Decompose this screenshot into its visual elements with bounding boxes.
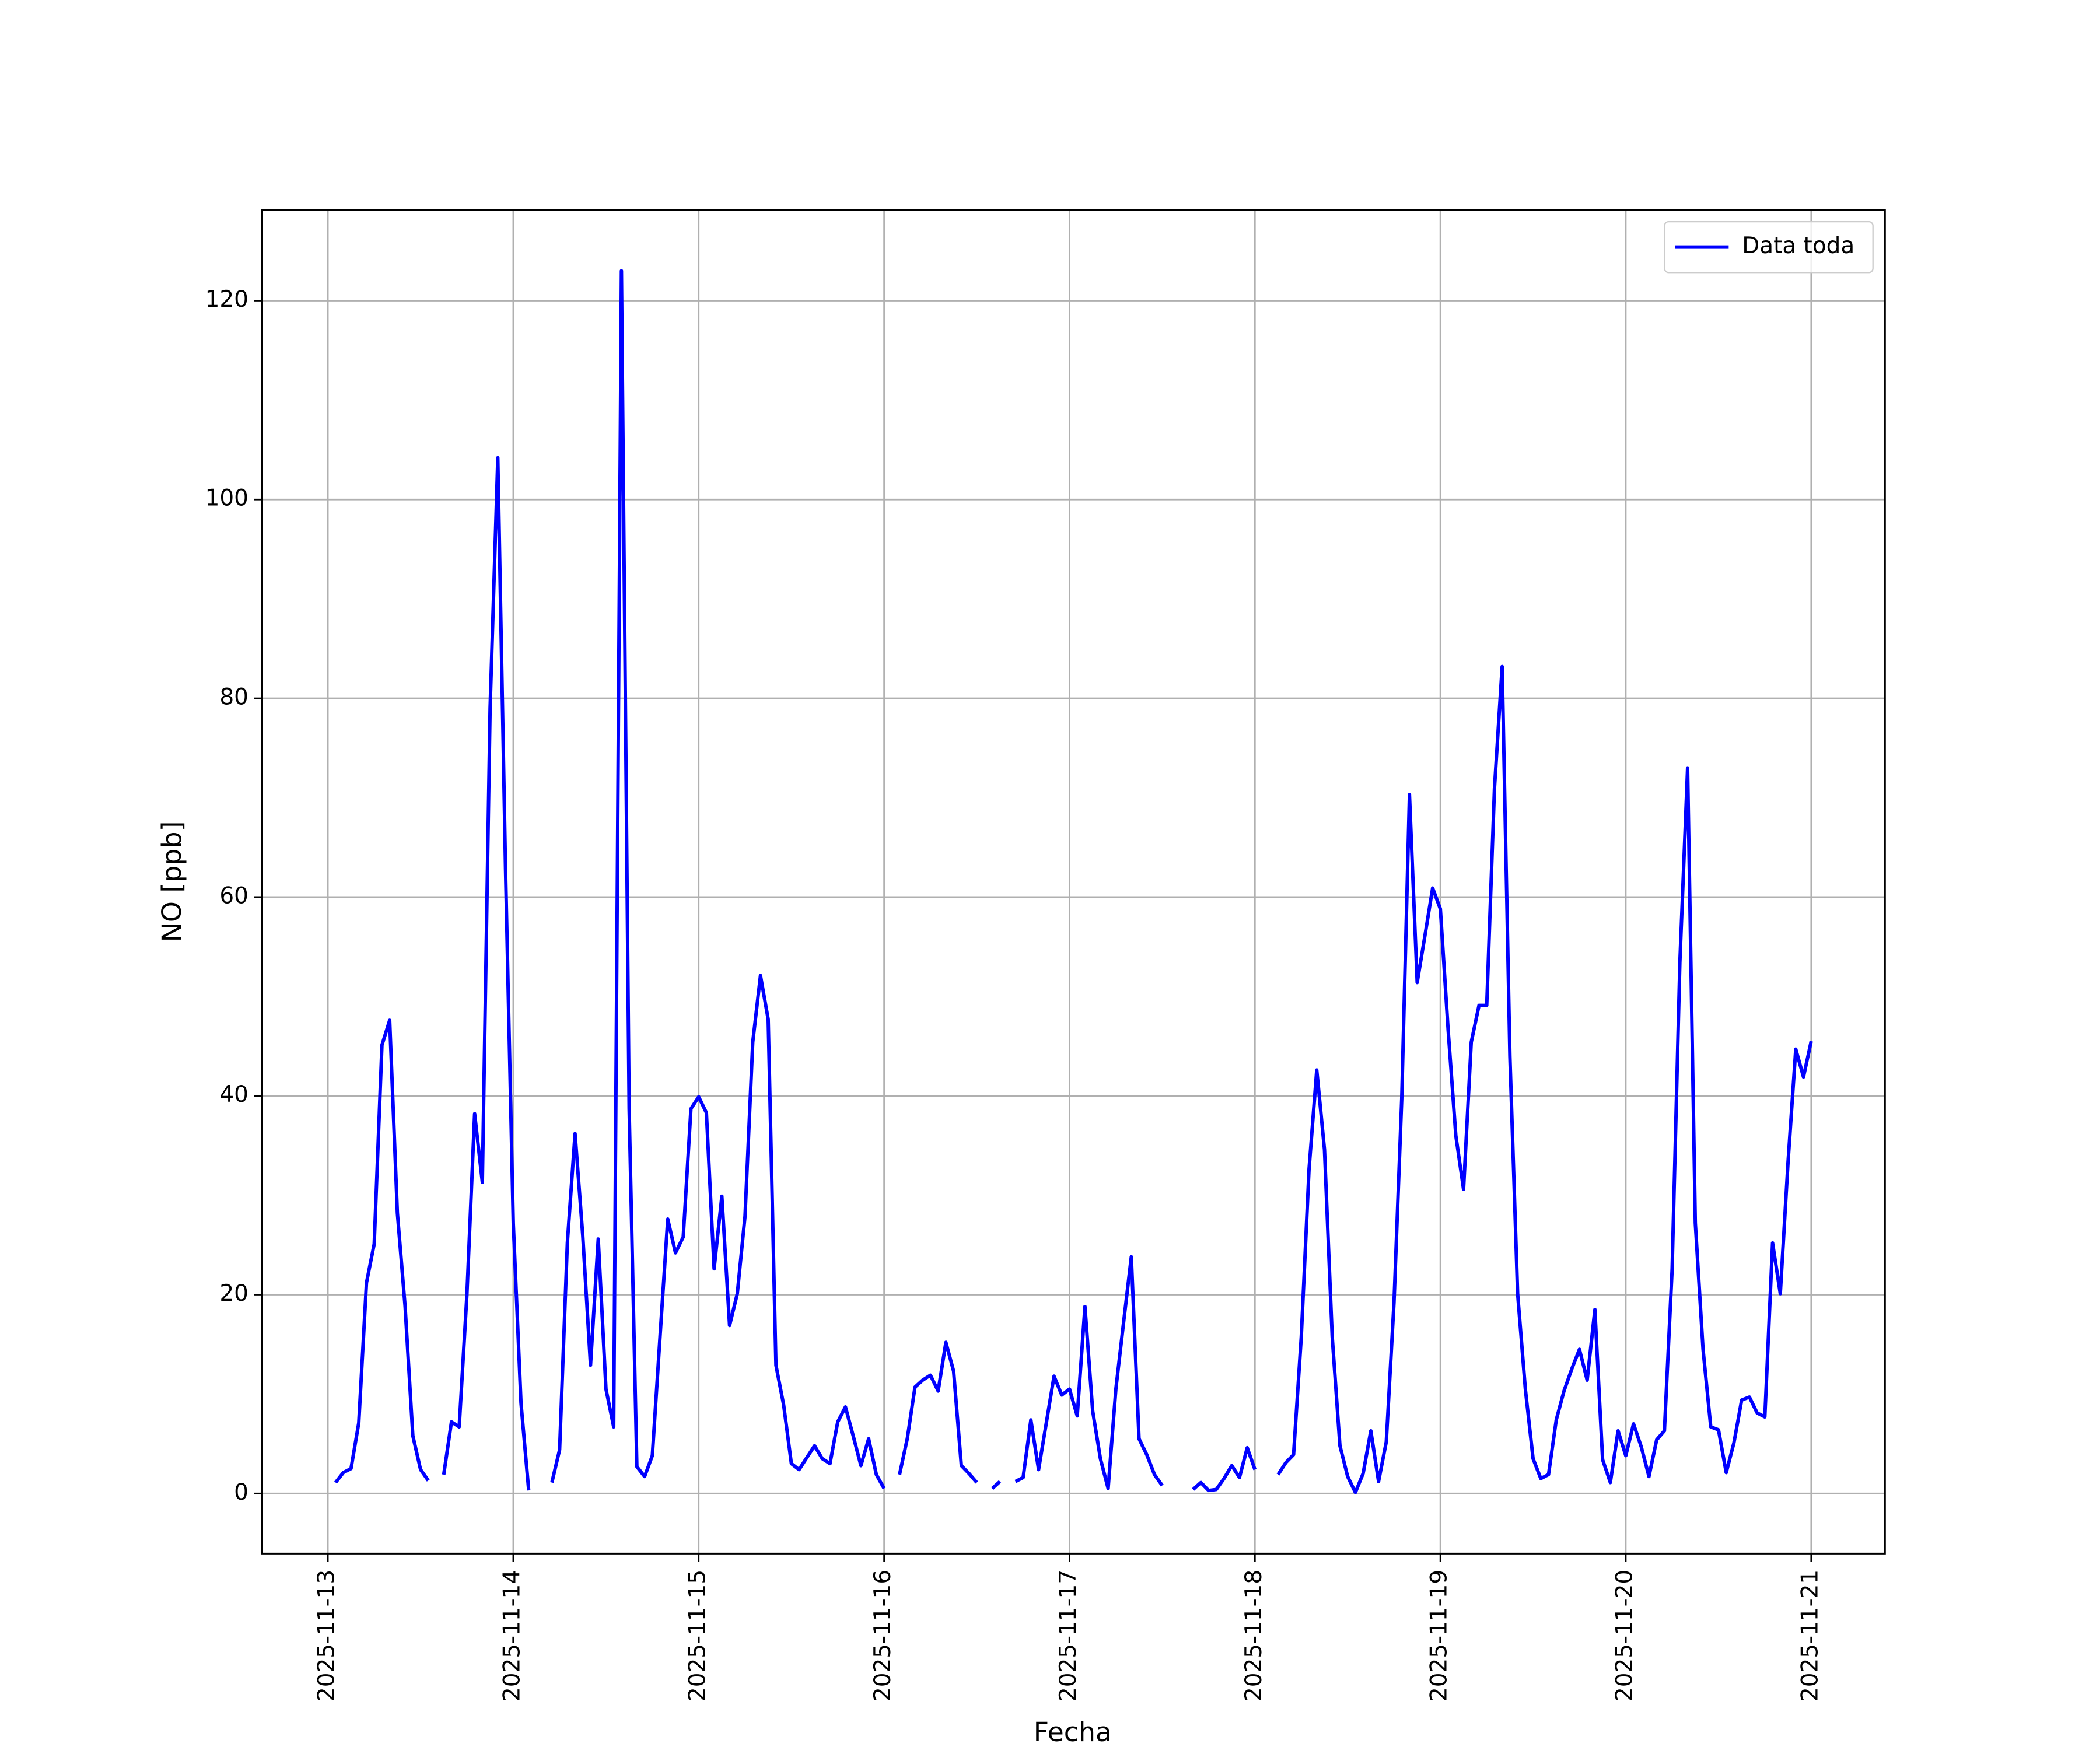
x-tick-label: 2025-11-19 xyxy=(1426,1570,1452,1702)
x-tick-label: 2025-11-21 xyxy=(1797,1570,1823,1702)
y-tick-label: 80 xyxy=(219,684,249,710)
y-axis-label: NO [ppb] xyxy=(156,821,187,943)
x-tick-label: 2025-11-13 xyxy=(314,1570,340,1702)
x-tick-label: 2025-11-15 xyxy=(684,1570,710,1702)
plot-frame xyxy=(261,209,1886,1555)
data-line xyxy=(334,269,1813,1494)
x-tick-label: 2025-11-17 xyxy=(1055,1570,1082,1702)
x-tick-label: 2025-11-14 xyxy=(499,1570,525,1702)
y-tick-label: 0 xyxy=(234,1479,249,1506)
y-tick-label: 20 xyxy=(219,1280,249,1307)
y-tick-label: 100 xyxy=(205,485,249,512)
x-tick-label: 2025-11-16 xyxy=(870,1570,896,1702)
legend-box xyxy=(1664,221,1874,274)
x-tick-label: 2025-11-18 xyxy=(1241,1570,1267,1702)
y-tick-label: 40 xyxy=(219,1082,249,1108)
y-tick-label: 120 xyxy=(205,286,249,313)
x-axis-label: Fecha xyxy=(1034,1716,1112,1748)
y-tick-label: 60 xyxy=(219,883,249,909)
x-tick-label: 2025-11-20 xyxy=(1611,1570,1637,1702)
legend-label: Data toda xyxy=(1742,233,1854,259)
